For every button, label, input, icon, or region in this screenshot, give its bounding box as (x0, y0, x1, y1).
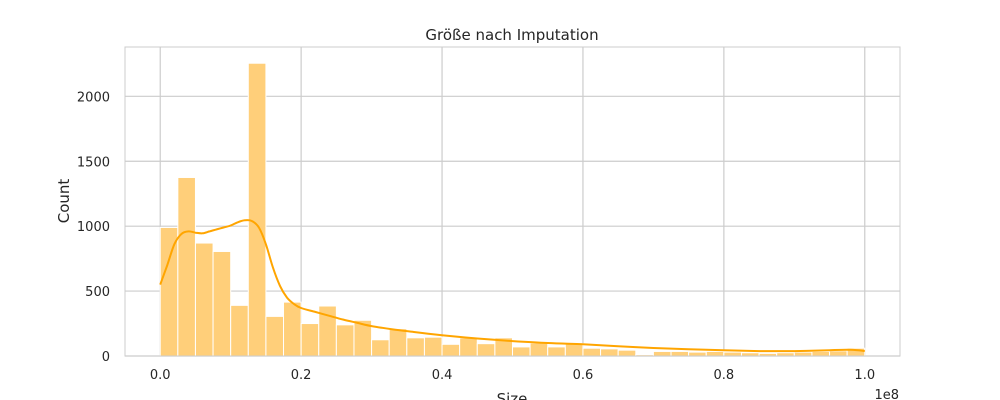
histogram-bar (476, 343, 496, 357)
y-tick-label: 500 (85, 285, 110, 300)
histogram-bar (829, 350, 848, 357)
histogram-bar (547, 346, 566, 357)
histogram-bar (177, 176, 196, 357)
histogram-bar (459, 337, 478, 357)
histogram-bar (670, 350, 690, 357)
x-axis-offset-label: 1e8 (874, 388, 899, 400)
histogram-bar (423, 336, 443, 357)
histogram-bar (600, 348, 619, 357)
y-tick-label: 0 (102, 350, 110, 365)
histogram-bar (617, 349, 637, 357)
x-tick-label: 0.2 (291, 368, 312, 383)
y-tick-labels: 0 500 1000 1500 2000 (77, 90, 110, 365)
x-axis-title: Size (497, 390, 528, 400)
histogram-bar (300, 323, 320, 357)
histogram-bar (247, 62, 267, 357)
histogram-bar (723, 351, 742, 357)
y-tick-label: 1500 (77, 155, 110, 170)
histogram-bar (406, 337, 425, 357)
histogram-bar (529, 342, 549, 357)
plot-frame (124, 46, 901, 357)
histogram-bar (212, 250, 232, 357)
y-tick-label: 2000 (77, 90, 110, 105)
histogram-bar (705, 350, 725, 357)
histogram-bar (564, 343, 584, 357)
histogram-bar (388, 328, 408, 357)
histogram-bar (283, 301, 302, 357)
histogram-bar (512, 346, 531, 357)
histogram-bar (265, 315, 285, 357)
y-axis-title: Count (55, 179, 73, 224)
x-tick-labels: 0.0 0.2 0.4 0.6 0.8 1.0 (150, 368, 875, 383)
histogram-bar (811, 350, 831, 357)
x-tick-label: 0.0 (150, 368, 171, 383)
y-tick-label: 1000 (77, 220, 110, 235)
histogram-bar (335, 324, 355, 357)
histogram-bar (582, 347, 602, 357)
histogram-bar (652, 350, 672, 357)
x-tick-label: 0.4 (432, 368, 453, 383)
histogram-bar (159, 226, 179, 357)
x-tick-label: 1.0 (854, 368, 875, 383)
histogram-bar (688, 351, 707, 357)
histogram-bar (371, 339, 390, 357)
histogram-bar (194, 242, 214, 357)
histogram-bar (793, 351, 813, 357)
x-tick-label: 0.6 (573, 368, 594, 383)
histogram-bars (159, 62, 866, 357)
kde-curve (159, 219, 865, 353)
x-tick-label: 0.8 (714, 368, 735, 383)
histogram-bar (441, 343, 461, 357)
chart-title: Größe nach Imputation (425, 26, 598, 44)
histogram-bar (230, 304, 249, 357)
kde-curve-layer (159, 219, 865, 353)
